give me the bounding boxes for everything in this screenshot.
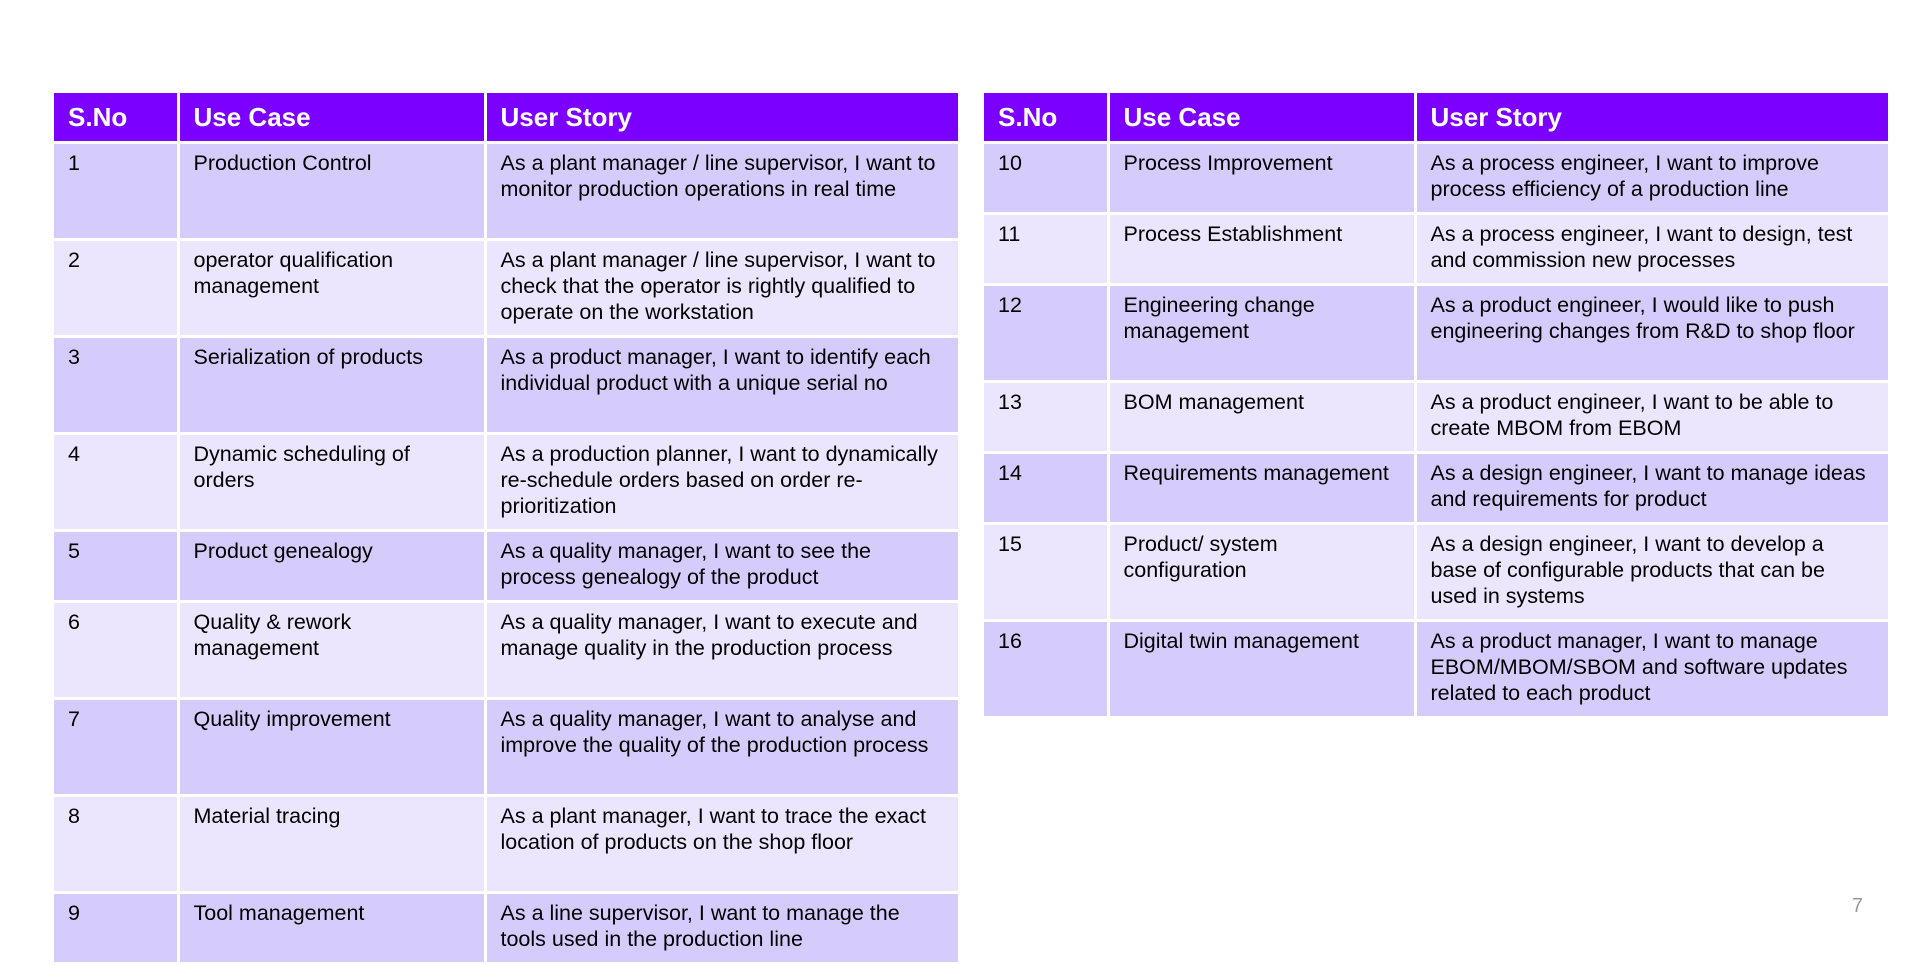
page-number: 7: [1851, 895, 1863, 917]
table-row: 5 Product genealogy As a quality manager…: [54, 529, 958, 603]
cell-user-story: As a quality manager, I want to see the …: [483, 529, 958, 603]
cell-sno: 12: [984, 283, 1110, 383]
cell-user-story: As a quality manager, I want to analyse …: [483, 697, 958, 797]
cell-use-case: Requirements management: [1106, 451, 1417, 525]
cell-sno: 14: [984, 451, 1110, 525]
table-row: 4 Dynamic scheduling of orders As a prod…: [54, 432, 958, 532]
cell-use-case: Serialization of products: [176, 335, 487, 435]
table-row: 9 Tool management As a line supervisor, …: [54, 891, 958, 965]
table-row: 15 Product/ system configuration As a de…: [984, 522, 1888, 622]
cell-user-story: As a product engineer, I would like to p…: [1413, 283, 1888, 383]
cell-sno: 1: [54, 141, 180, 241]
table-row: 1 Production Control As a plant manager …: [54, 141, 958, 241]
table-header-row: S.No Use Case User Story: [54, 93, 958, 144]
cell-sno: 10: [984, 141, 1110, 215]
cell-use-case: Production Control: [176, 141, 487, 241]
cell-use-case: BOM management: [1106, 380, 1417, 454]
cell-sno: 2: [54, 238, 180, 338]
header-user-story: User Story: [483, 93, 958, 144]
cell-user-story: As a plant manager / line supervisor, I …: [483, 141, 958, 241]
cell-use-case: Dynamic scheduling of orders: [176, 432, 487, 532]
cell-user-story: As a production planner, I want to dynam…: [483, 432, 958, 532]
cell-sno: 4: [54, 432, 180, 532]
cell-sno: 7: [54, 697, 180, 797]
cell-user-story: As a process engineer, I want to improve…: [1413, 141, 1888, 215]
cell-sno: 8: [54, 794, 180, 894]
header-use-case: Use Case: [1106, 93, 1417, 144]
table-row: 16 Digital twin management As a product …: [984, 619, 1888, 719]
table-row: 8 Material tracing As a plant manager, I…: [54, 794, 958, 894]
cell-sno: 6: [54, 600, 180, 700]
header-sno: S.No: [984, 93, 1110, 144]
cell-user-story: As a design engineer, I want to manage i…: [1413, 451, 1888, 525]
cell-use-case: operator qualification management: [176, 238, 487, 338]
cell-use-case: Material tracing: [176, 794, 487, 894]
cell-use-case: Tool management: [176, 891, 487, 965]
cell-use-case: Product/ system configuration: [1106, 522, 1417, 622]
table-row: 11 Process Establishment As a process en…: [984, 212, 1888, 286]
header-use-case: Use Case: [176, 93, 487, 144]
cell-use-case: Digital twin management: [1106, 619, 1417, 719]
cell-user-story: As a quality manager, I want to execute …: [483, 600, 958, 700]
cell-sno: 5: [54, 529, 180, 603]
table-row: 13 BOM management As a product engineer,…: [984, 380, 1888, 454]
cell-user-story: As a product engineer, I want to be able…: [1413, 380, 1888, 454]
header-user-story: User Story: [1413, 93, 1888, 144]
header-sno: S.No: [54, 93, 180, 144]
table-row: 12 Engineering change management As a pr…: [984, 283, 1888, 383]
table-row: 10 Process Improvement As a process engi…: [984, 141, 1888, 215]
cell-sno: 9: [54, 891, 180, 965]
cell-use-case: Quality & rework management: [176, 600, 487, 700]
table-row: 6 Quality & rework management As a quali…: [54, 600, 958, 700]
cell-sno: 3: [54, 335, 180, 435]
cell-use-case: Engineering change management: [1106, 283, 1417, 383]
cell-user-story: As a product manager, I want to manage E…: [1413, 619, 1888, 719]
use-case-table-right: S.No Use Case User Story 10 Process Impr…: [984, 93, 1888, 719]
cell-user-story: As a line supervisor, I want to manage t…: [483, 891, 958, 965]
table-row: 14 Requirements management As a design e…: [984, 451, 1888, 525]
table-row: 2 operator qualification management As a…: [54, 238, 958, 338]
cell-sno: 16: [984, 619, 1110, 719]
cell-user-story: As a plant manager, I want to trace the …: [483, 794, 958, 894]
cell-use-case: Process Improvement: [1106, 141, 1417, 215]
cell-user-story: As a process engineer, I want to design,…: [1413, 212, 1888, 286]
cell-user-story: As a design engineer, I want to develop …: [1413, 522, 1888, 622]
cell-sno: 13: [984, 380, 1110, 454]
cell-use-case: Process Establishment: [1106, 212, 1417, 286]
table-row: 3 Serialization of products As a product…: [54, 335, 958, 435]
table-row: 7 Quality improvement As a quality manag…: [54, 697, 958, 797]
cell-sno: 11: [984, 212, 1110, 286]
table-header-row: S.No Use Case User Story: [984, 93, 1888, 144]
cell-user-story: As a product manager, I want to identify…: [483, 335, 958, 435]
cell-sno: 15: [984, 522, 1110, 622]
cell-use-case: Quality improvement: [176, 697, 487, 797]
cell-use-case: Product genealogy: [176, 529, 487, 603]
cell-user-story: As a plant manager / line supervisor, I …: [483, 238, 958, 338]
use-case-table-left: S.No Use Case User Story 1 Production Co…: [54, 93, 958, 965]
